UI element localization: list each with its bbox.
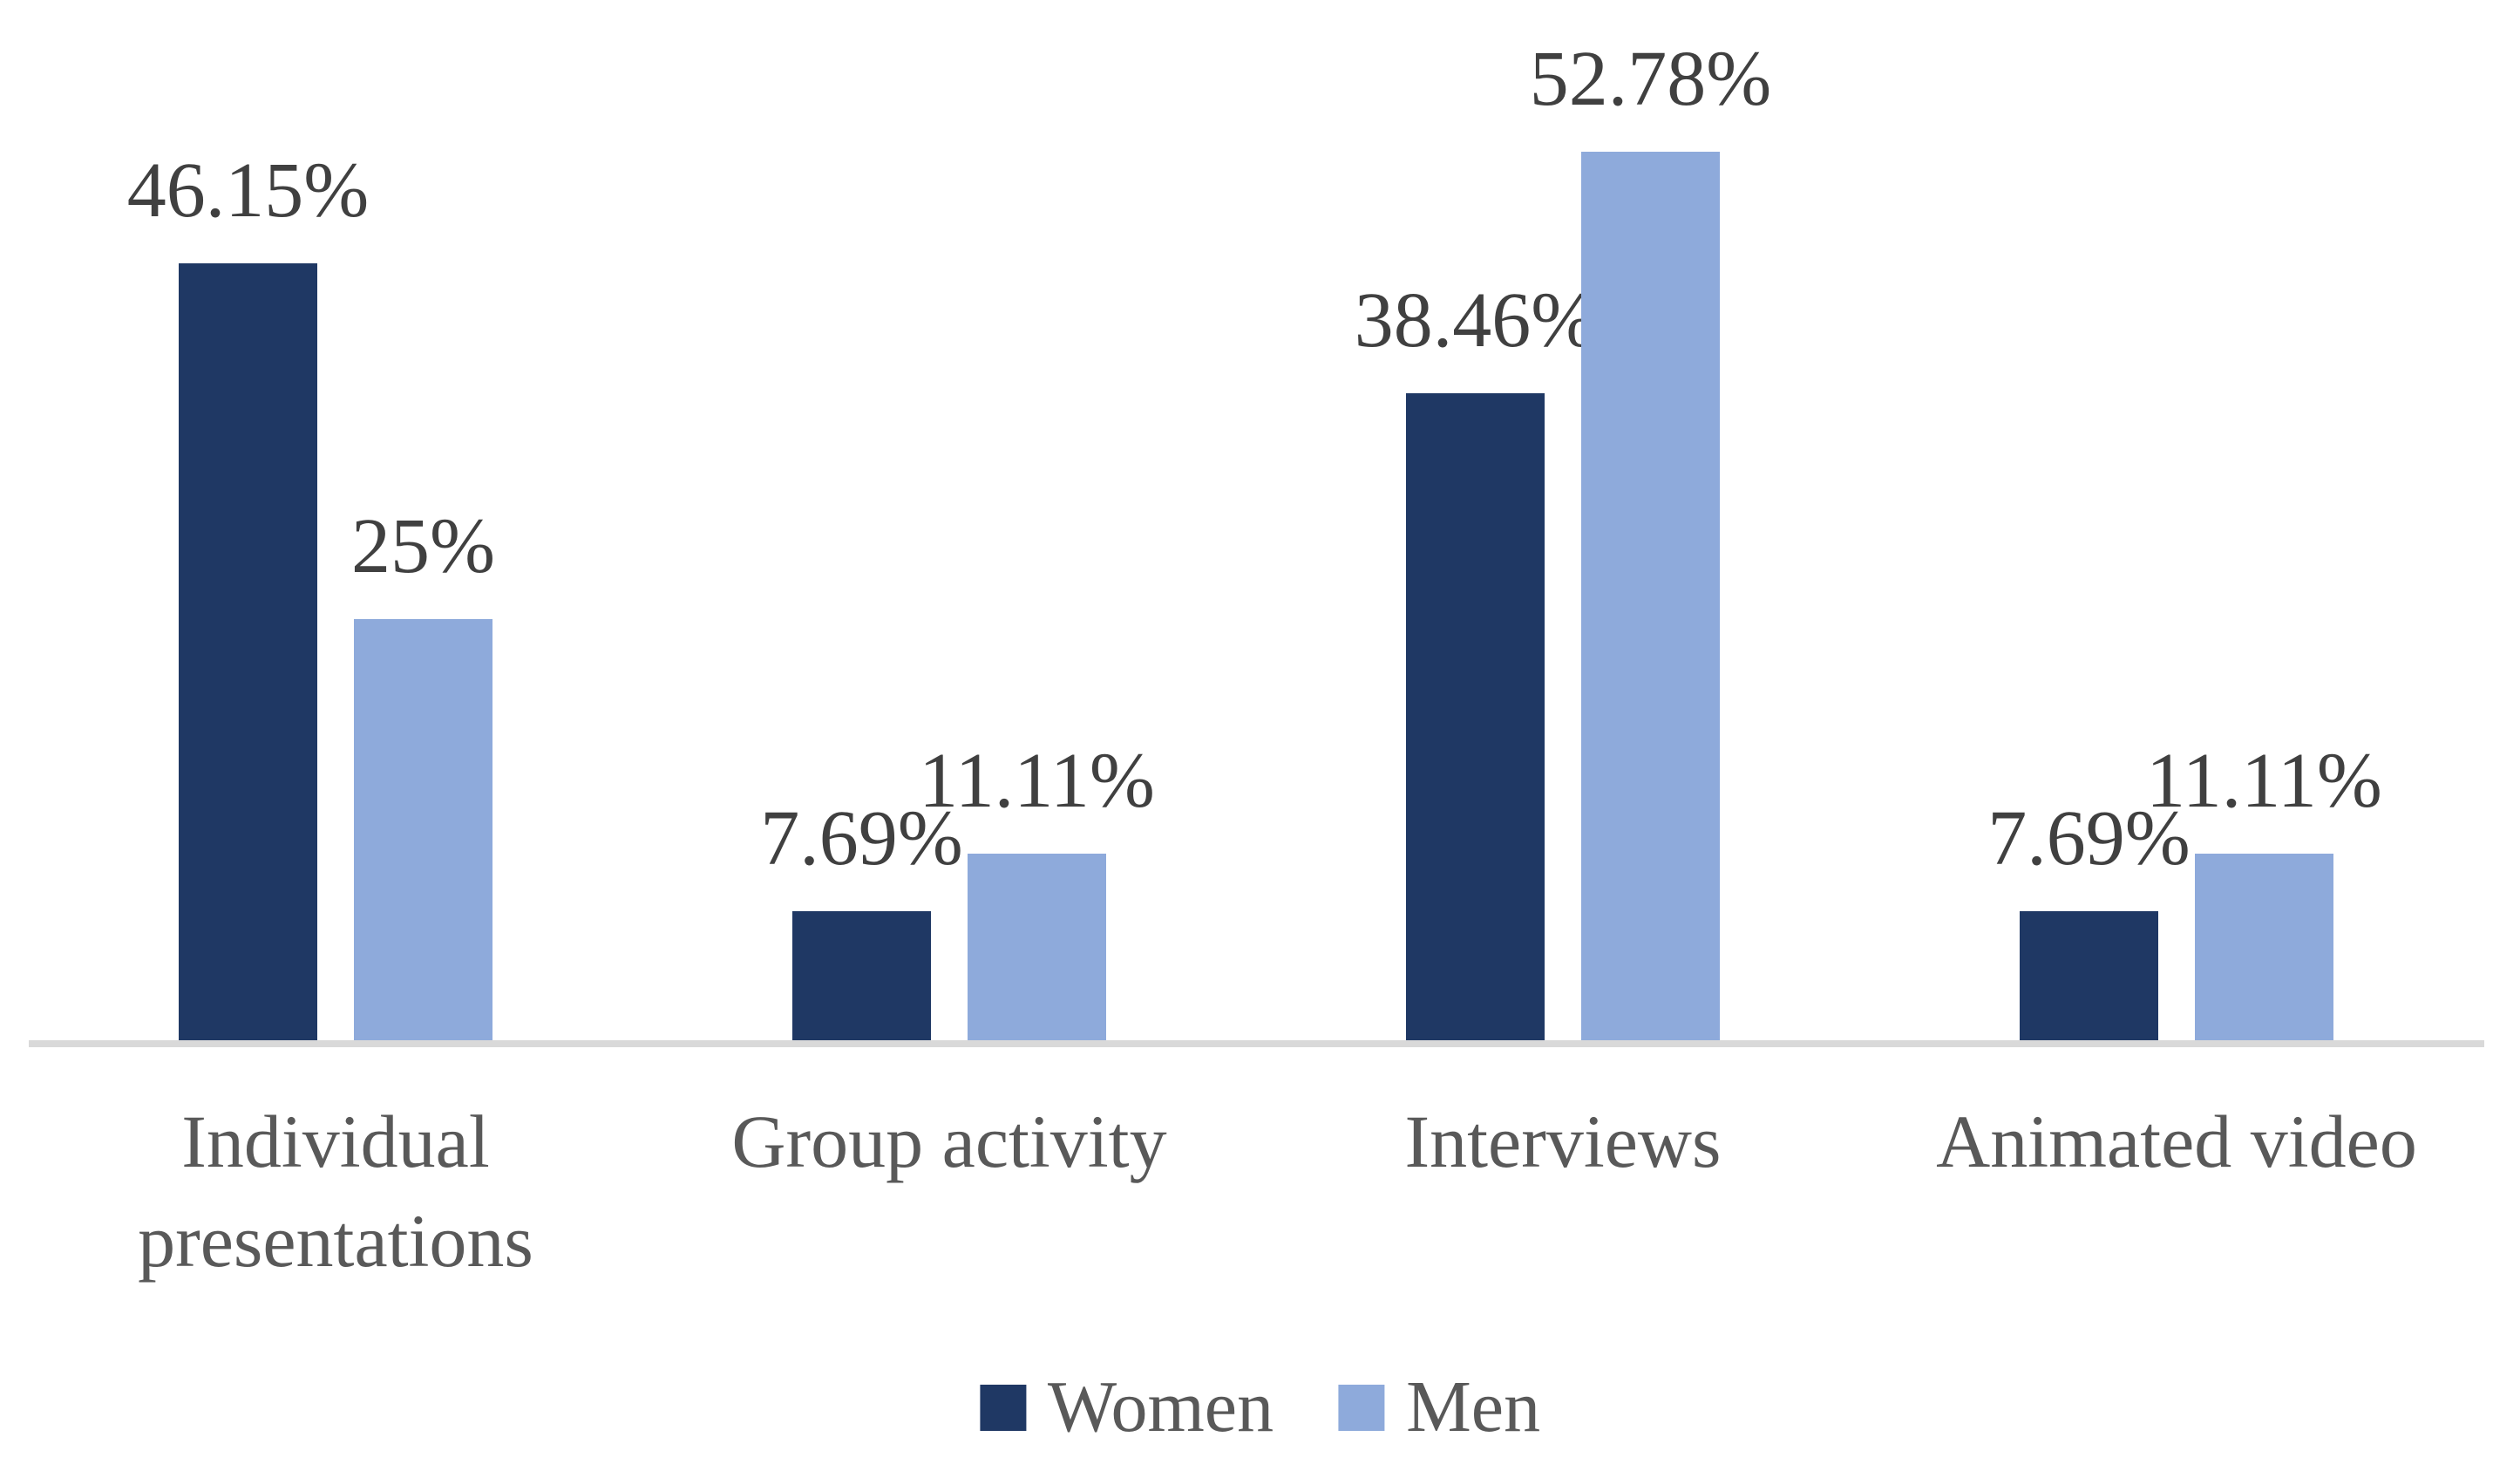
data-label-men-individual-presentations: 25% bbox=[351, 503, 495, 589]
bar-men-individual-presentations bbox=[354, 619, 492, 1040]
legend-item-women: Women bbox=[979, 1366, 1274, 1447]
data-label-men-animated-video: 11.11% bbox=[2146, 738, 2382, 824]
legend-swatch-men bbox=[1338, 1384, 1385, 1431]
bar-men-group-activity bbox=[968, 854, 1106, 1040]
category-label-interviews: Interviews bbox=[1404, 1100, 1722, 1183]
legend-item-men: Men bbox=[1338, 1371, 1540, 1444]
category-label-group-activity: Group activity bbox=[731, 1100, 1167, 1183]
data-label-women-individual-presentations: 46.15% bbox=[126, 147, 370, 234]
bar-men-interviews bbox=[1581, 152, 1720, 1040]
bar-men-animated-video bbox=[2195, 854, 2333, 1040]
bar-women-individual-presentations bbox=[179, 263, 317, 1040]
category-label-animated-video: Animated video bbox=[1936, 1100, 2417, 1183]
legend: Women Men bbox=[979, 1366, 1540, 1447]
data-label-women-animated-video: 7.69% bbox=[1987, 795, 2191, 882]
bar-women-interviews bbox=[1406, 393, 1545, 1040]
legend-label-men: Men bbox=[1406, 1366, 1541, 1447]
legend-label-women: Women bbox=[1047, 1366, 1274, 1447]
category-label-individual-presentations: Individual presentations bbox=[138, 1100, 533, 1284]
data-label-men-interviews: 52.78% bbox=[1529, 36, 1772, 122]
data-label-women-interviews: 38.46% bbox=[1354, 277, 1597, 364]
data-label-women-group-activity: 7.69% bbox=[760, 795, 963, 882]
legend-swatch-women bbox=[979, 1384, 1026, 1431]
data-label-men-group-activity: 11.11% bbox=[919, 738, 1155, 824]
bar-women-group-activity bbox=[792, 911, 931, 1040]
x-axis-line bbox=[29, 1040, 2484, 1047]
bar-women-animated-video bbox=[2020, 911, 2158, 1040]
